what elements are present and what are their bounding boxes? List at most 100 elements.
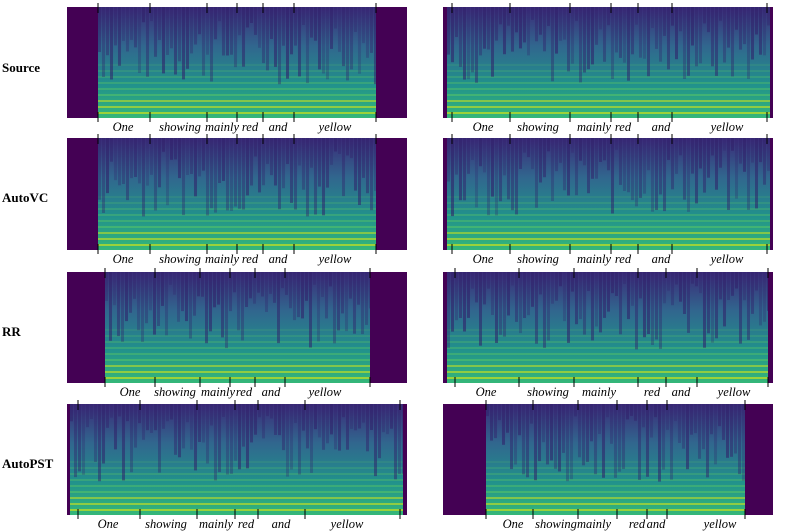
texture xyxy=(186,404,189,423)
texture xyxy=(110,138,113,162)
texture xyxy=(245,272,248,307)
texture xyxy=(282,138,285,189)
harmonic xyxy=(486,479,745,481)
texture xyxy=(459,272,462,318)
texture xyxy=(302,404,305,431)
texture xyxy=(751,7,754,60)
texture xyxy=(627,272,630,320)
harmonic xyxy=(70,479,403,481)
texture xyxy=(98,138,101,200)
texture xyxy=(354,138,357,191)
texture xyxy=(118,404,121,417)
harmonic xyxy=(447,70,770,72)
texture xyxy=(222,404,225,417)
harmonic xyxy=(447,329,768,331)
texture xyxy=(635,138,638,207)
texture xyxy=(619,7,622,58)
texture xyxy=(374,404,377,477)
texture xyxy=(651,138,654,212)
texture xyxy=(265,272,268,312)
texture xyxy=(94,404,97,462)
texture xyxy=(242,404,245,447)
texture xyxy=(699,138,702,169)
texture xyxy=(310,7,313,38)
spectrogram xyxy=(67,7,407,118)
texture xyxy=(643,7,646,59)
texture xyxy=(390,404,393,429)
texture xyxy=(591,138,594,179)
texture xyxy=(345,272,348,332)
texture xyxy=(322,138,325,216)
texture xyxy=(563,138,566,191)
texture xyxy=(358,404,361,429)
texture xyxy=(687,138,690,212)
texture xyxy=(158,7,161,40)
word-label: red xyxy=(615,120,632,134)
texture xyxy=(174,7,177,75)
texture xyxy=(162,404,165,429)
texture xyxy=(190,138,193,174)
texture xyxy=(185,272,188,322)
pad xyxy=(370,272,407,383)
harmonic xyxy=(70,497,403,499)
texture xyxy=(555,7,558,54)
texture xyxy=(294,138,297,210)
texture xyxy=(102,404,105,464)
harmonic xyxy=(105,377,370,379)
texture xyxy=(350,138,353,159)
texture xyxy=(337,272,340,331)
texture xyxy=(595,7,598,45)
texture xyxy=(635,7,638,25)
texture xyxy=(575,138,578,196)
texture xyxy=(691,272,694,284)
pad xyxy=(443,272,447,383)
texture xyxy=(258,7,261,48)
texture xyxy=(209,272,212,332)
texture xyxy=(226,404,229,475)
texture xyxy=(394,404,397,480)
texture xyxy=(314,404,317,430)
harmonic xyxy=(70,503,403,505)
texture xyxy=(551,138,554,201)
texture xyxy=(659,7,662,62)
texture xyxy=(591,272,594,341)
texture xyxy=(326,404,329,444)
texture xyxy=(350,7,353,70)
texture xyxy=(302,138,305,190)
texture xyxy=(121,272,124,342)
spectrogram xyxy=(443,404,773,515)
texture xyxy=(699,272,702,294)
texture xyxy=(234,404,237,461)
texture xyxy=(314,138,317,215)
texture xyxy=(639,272,642,299)
word-label: and xyxy=(272,517,292,531)
texture xyxy=(197,272,200,297)
texture xyxy=(571,272,574,292)
texture xyxy=(354,7,357,32)
texture xyxy=(695,7,698,67)
texture xyxy=(743,138,746,172)
texture xyxy=(202,138,205,171)
texture xyxy=(222,7,225,56)
texture xyxy=(118,7,121,66)
texture xyxy=(266,404,269,417)
texture xyxy=(233,272,236,293)
texture xyxy=(370,404,373,430)
pad xyxy=(745,404,773,515)
word-label: yellow xyxy=(329,517,364,531)
texture xyxy=(658,404,661,482)
texture xyxy=(735,7,738,30)
texture xyxy=(502,404,505,445)
texture xyxy=(330,7,333,49)
texture xyxy=(273,272,276,303)
texture xyxy=(298,7,301,77)
harmonic xyxy=(98,208,376,210)
texture xyxy=(157,272,160,326)
texture xyxy=(551,7,554,82)
texture xyxy=(282,404,285,451)
texture xyxy=(499,138,502,202)
harmonic xyxy=(105,341,370,343)
texture xyxy=(603,138,606,161)
texture xyxy=(334,404,337,450)
texture xyxy=(74,404,77,478)
